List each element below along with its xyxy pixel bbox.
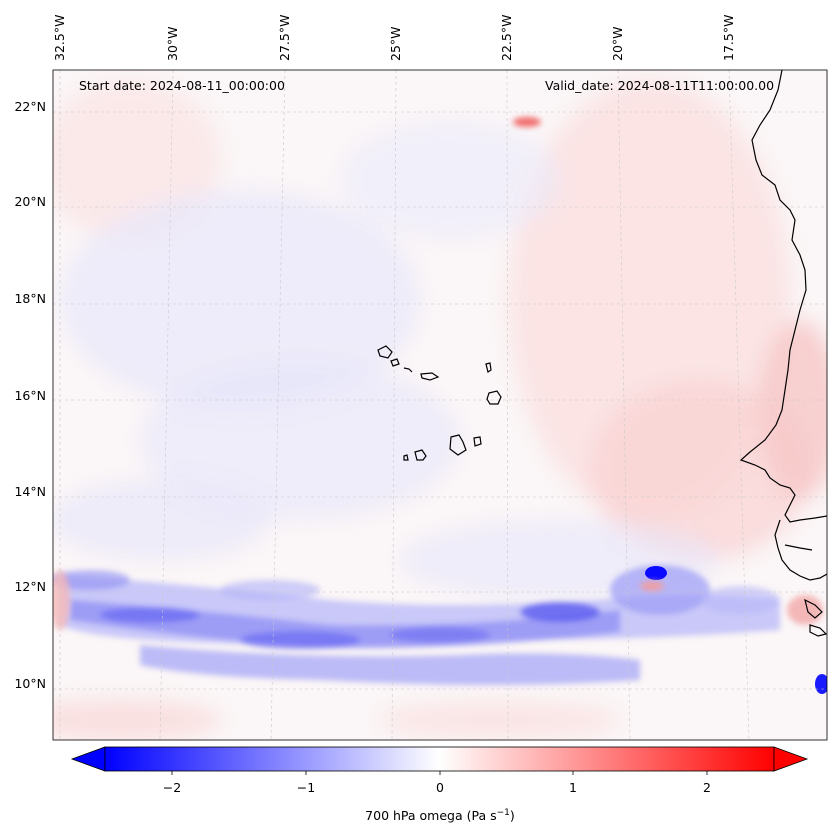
omega-band [53, 565, 780, 685]
lat-label: 12°N [14, 579, 46, 594]
lat-label: 22°N [14, 99, 46, 114]
lat-label: 18°N [14, 291, 46, 306]
lat-label: 10°N [14, 676, 46, 691]
gridlines [53, 70, 827, 740]
colorbar-label: 700 hPa omega (Pa s−1) [0, 808, 837, 823]
start-date-text: Start date: 2024-08-11_00:00:00 [79, 78, 285, 93]
colorbar-units-exp: −1 [496, 808, 510, 818]
lat-label: 16°N [14, 388, 46, 403]
colorbar-tick: 0 [436, 780, 444, 795]
colorbar-variable: 700 hPa omega [365, 808, 463, 824]
valid-date-text: Valid_date: 2024-08-11T11:00:00.00 [545, 78, 775, 93]
lat-label: 14°N [14, 484, 46, 499]
colorbar-tick: 2 [703, 780, 711, 795]
omega-field [53, 80, 827, 740]
colorbar-units-prefix: (Pa s [466, 808, 497, 824]
colorbar-tick: −2 [162, 780, 182, 795]
lat-label: 20°N [14, 194, 46, 209]
colorbar-tick: −1 [296, 780, 316, 795]
colorbar [70, 746, 809, 775]
colorbar-units-suffix: ) [509, 808, 515, 824]
colorbar-tick: 1 [569, 780, 577, 795]
coastline [739, 70, 827, 637]
cape-verde-islands [377, 345, 502, 461]
